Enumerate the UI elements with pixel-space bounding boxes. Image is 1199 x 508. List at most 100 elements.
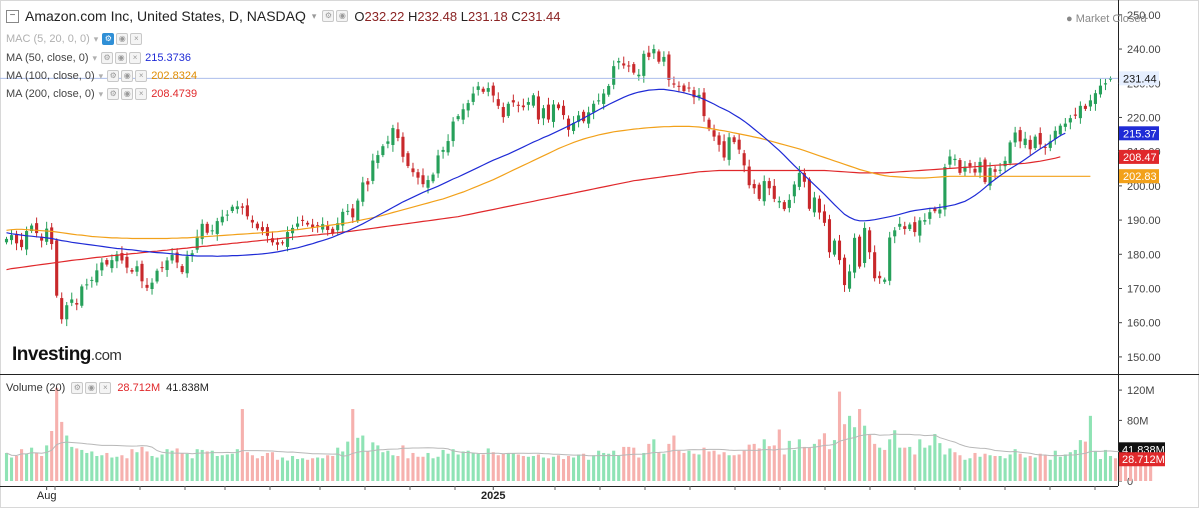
volume-bar [506, 452, 510, 481]
volume-bar [767, 446, 771, 481]
visibility-icon[interactable]: ◉ [116, 33, 129, 45]
candle-body [672, 83, 676, 85]
volume-bar [326, 455, 330, 481]
candle-body [1033, 136, 1037, 149]
volume-bar [682, 452, 686, 481]
candle-body [80, 286, 84, 306]
visibility-icon[interactable]: ◉ [336, 10, 349, 22]
volume-bar [40, 456, 44, 481]
candle-body [381, 146, 385, 156]
candle-body [1103, 83, 1108, 85]
volume-bar [366, 451, 370, 481]
volume-bar [431, 458, 435, 481]
volume-bar [968, 458, 972, 481]
chevron-down-icon[interactable]: ▾ [93, 33, 99, 44]
candle-body [240, 206, 244, 208]
volume-bar [797, 439, 801, 481]
volume-legend[interactable]: Volume (20) ⚙ ◉ × 28.712M 41.838M [6, 382, 209, 394]
volume-bar [165, 449, 169, 481]
candle-body [341, 211, 345, 226]
candle-body [130, 270, 134, 272]
chevron-down-icon[interactable]: ▾ [98, 70, 104, 81]
candle-body [832, 240, 837, 255]
volume-bar [120, 455, 124, 481]
candle-body [296, 223, 300, 227]
volume-bar [316, 457, 320, 481]
candle-body [998, 169, 1002, 171]
visibility-icon[interactable]: ◉ [115, 52, 128, 64]
volume-bar [772, 445, 776, 481]
indicator-ma50[interactable]: MA (50, close, 0) ▾ ⚙ ◉ × 215.3736 [6, 52, 191, 64]
volume-bar [346, 441, 350, 481]
indicator-mac[interactable]: MAC (5, 20, 0, 0) ▾ ⚙ ◉ × [6, 33, 143, 45]
visibility-icon[interactable]: ◉ [85, 382, 98, 394]
settings-icon[interactable]: ⚙ [107, 88, 120, 100]
close-icon[interactable]: × [135, 70, 148, 82]
settings-icon[interactable]: ⚙ [102, 33, 115, 45]
volume-bar [381, 452, 385, 481]
candle-body [762, 181, 766, 202]
settings-icon[interactable]: ⚙ [322, 10, 335, 22]
candle-body [933, 208, 937, 212]
candle-body [958, 160, 962, 173]
candle-body [556, 104, 561, 109]
ma100-value: 202.8324 [151, 70, 198, 82]
candle-body [842, 257, 847, 286]
candle-body [1063, 123, 1067, 127]
candle-body [978, 161, 982, 173]
candle-body [85, 284, 89, 286]
volume-bar [35, 452, 39, 481]
high-value: 232.48 [417, 8, 458, 24]
volume-bar [1043, 455, 1047, 481]
candle-body [366, 181, 370, 185]
visibility-icon[interactable]: ◉ [121, 70, 134, 82]
volume-bar [657, 452, 661, 481]
candle-body [516, 104, 520, 106]
candle-body [511, 100, 515, 103]
volume-bar [105, 452, 109, 481]
volume-bar [180, 452, 184, 481]
time-tick-label: Aug [37, 490, 57, 502]
close-icon[interactable]: × [130, 33, 143, 45]
settings-icon[interactable]: ⚙ [107, 70, 120, 82]
chart-header: − Amazon.com Inc, United States, D, NASD… [6, 8, 561, 24]
settings-icon[interactable]: ⚙ [71, 382, 84, 394]
candle-body [908, 224, 912, 229]
candle-body [200, 223, 204, 239]
close-icon[interactable]: × [129, 52, 142, 64]
candle-body [702, 92, 706, 117]
chevron-down-icon[interactable]: ▾ [311, 10, 317, 21]
close-value: 231.44 [520, 8, 561, 24]
volume-ma-line [6, 433, 1151, 457]
volume-bar [411, 452, 415, 481]
volume-bar [1144, 458, 1148, 481]
close-icon[interactable]: × [135, 88, 148, 100]
candle-body [587, 112, 591, 124]
volume-bar [842, 424, 847, 481]
volume-bar [993, 456, 997, 481]
collapse-icon[interactable]: − [6, 9, 19, 23]
volume-bar [642, 452, 646, 481]
status-dot-icon: ● [1066, 13, 1073, 25]
candle-body [687, 87, 691, 89]
volume-bar [1033, 457, 1037, 481]
volume-bar [441, 449, 445, 481]
candle-body [817, 198, 821, 213]
volume-bar [20, 449, 24, 481]
candle-body [888, 237, 892, 281]
volume-bar [486, 448, 490, 481]
candle-body [822, 211, 827, 223]
candle-body [230, 206, 234, 212]
settings-icon[interactable]: ⚙ [101, 52, 114, 64]
candle-body [742, 153, 746, 166]
volume-bar [973, 452, 977, 481]
indicator-ma200[interactable]: MA (200, close, 0) ▾ ⚙ ◉ × 208.4739 [6, 88, 197, 100]
close-icon[interactable]: × [99, 382, 112, 394]
chevron-down-icon[interactable]: ▾ [92, 52, 98, 63]
candle-body [868, 230, 872, 253]
indicator-ma100[interactable]: MA (100, close, 0) ▾ ⚙ ◉ × 202.8324 [6, 70, 197, 82]
visibility-icon[interactable]: ◉ [121, 88, 134, 100]
volume-bar [928, 445, 932, 481]
chevron-down-icon[interactable]: ▾ [98, 88, 104, 99]
